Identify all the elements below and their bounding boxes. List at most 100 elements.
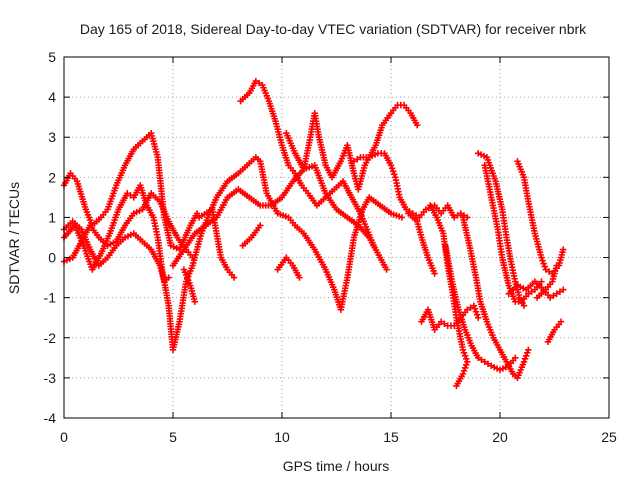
data-point [472, 308, 480, 315]
data-point [464, 358, 471, 366]
data-point [524, 349, 531, 357]
track-t8 [237, 77, 377, 249]
data-point [471, 305, 479, 312]
data-point [124, 190, 131, 197]
data-point [255, 79, 263, 87]
data-point [451, 214, 458, 221]
y-tick-label: -2 [44, 330, 57, 346]
data-point [388, 165, 396, 172]
track-t17 [459, 214, 532, 382]
data-point [370, 242, 377, 249]
data-point [413, 121, 421, 129]
data-point [540, 260, 547, 267]
data-point [475, 354, 482, 362]
data-point [431, 270, 438, 277]
data-point [383, 266, 390, 273]
data-point [193, 210, 201, 217]
y-axis-label: SDTVAR / TECUs [6, 182, 22, 294]
data-point [470, 302, 478, 309]
data-point [467, 304, 474, 311]
grid-lines [64, 57, 609, 418]
data-point [473, 311, 481, 318]
chart-title: Day 165 of 2018, Sidereal Day-to-day VTE… [80, 21, 587, 37]
data-point [257, 222, 264, 229]
data-point [525, 290, 532, 297]
data-point [541, 263, 548, 270]
data-point [437, 318, 445, 325]
data-point [520, 302, 528, 309]
data-point [528, 288, 535, 295]
x-tick-label: 10 [274, 429, 290, 445]
data-point [191, 298, 198, 305]
data-point [398, 214, 406, 221]
track-t18 [475, 150, 528, 309]
track-t7 [195, 206, 238, 281]
data-point [545, 268, 553, 275]
track-t14 [418, 302, 482, 333]
x-tick-label: 5 [169, 429, 177, 445]
data-point [460, 349, 468, 357]
data-point [556, 288, 564, 295]
data-point [463, 355, 470, 363]
data-point [412, 212, 420, 219]
x-tick-label: 0 [60, 429, 68, 445]
data-point [553, 262, 560, 269]
track-t2 [60, 154, 406, 354]
data-point [550, 292, 557, 299]
data-point [525, 346, 532, 354]
data-point [539, 257, 546, 264]
x-tick-label: 20 [492, 429, 508, 445]
data-point [461, 364, 469, 372]
y-tick-label: 5 [48, 49, 56, 65]
y-tick-label: 4 [48, 89, 56, 105]
track-t23 [544, 318, 565, 345]
data-point [461, 352, 469, 360]
data-point [546, 294, 554, 301]
data-point [478, 356, 485, 364]
data-point [403, 206, 410, 213]
plot-frame [63, 56, 610, 419]
data-point [459, 346, 467, 354]
x-tick-label: 15 [383, 429, 399, 445]
data-point [521, 355, 529, 363]
data-point [454, 212, 461, 219]
data-point [560, 246, 567, 253]
y-tick-label: 3 [48, 129, 56, 145]
data-point [520, 358, 528, 366]
track-t11 [283, 101, 421, 193]
data-point [542, 266, 549, 273]
data-point [560, 286, 567, 293]
track-t6 [180, 266, 198, 305]
track-t13 [405, 210, 438, 277]
y-tick-label: -3 [44, 370, 57, 386]
data-point [350, 158, 358, 165]
track-t22 [505, 278, 567, 301]
data-point [441, 320, 448, 327]
data-marks [60, 77, 567, 390]
y-tick-label: 0 [48, 250, 56, 266]
data-point [512, 354, 519, 362]
data-point [354, 156, 361, 163]
data-point [463, 361, 470, 369]
track-t10 [274, 254, 303, 281]
data-point [475, 314, 482, 321]
track-t12 [350, 150, 471, 221]
data-point [484, 360, 492, 368]
data-point [538, 254, 545, 261]
data-point [165, 274, 172, 281]
y-tick-label: -1 [44, 290, 57, 306]
axis-ticks: -4 -3 -2 -1 0 1 2 3 4 5 0 5 10 15 20 25 [44, 49, 617, 445]
track-t9 [239, 222, 264, 249]
data-point [460, 367, 468, 375]
y-tick-label: 1 [48, 209, 56, 225]
x-tick-label: 25 [601, 429, 617, 445]
data-point [230, 274, 238, 281]
data-point [522, 352, 530, 360]
data-point [189, 254, 196, 261]
data-point [553, 290, 560, 297]
data-point [387, 162, 395, 169]
y-tick-label: -4 [44, 410, 57, 426]
data-point [464, 306, 471, 313]
track-t16 [442, 242, 519, 374]
